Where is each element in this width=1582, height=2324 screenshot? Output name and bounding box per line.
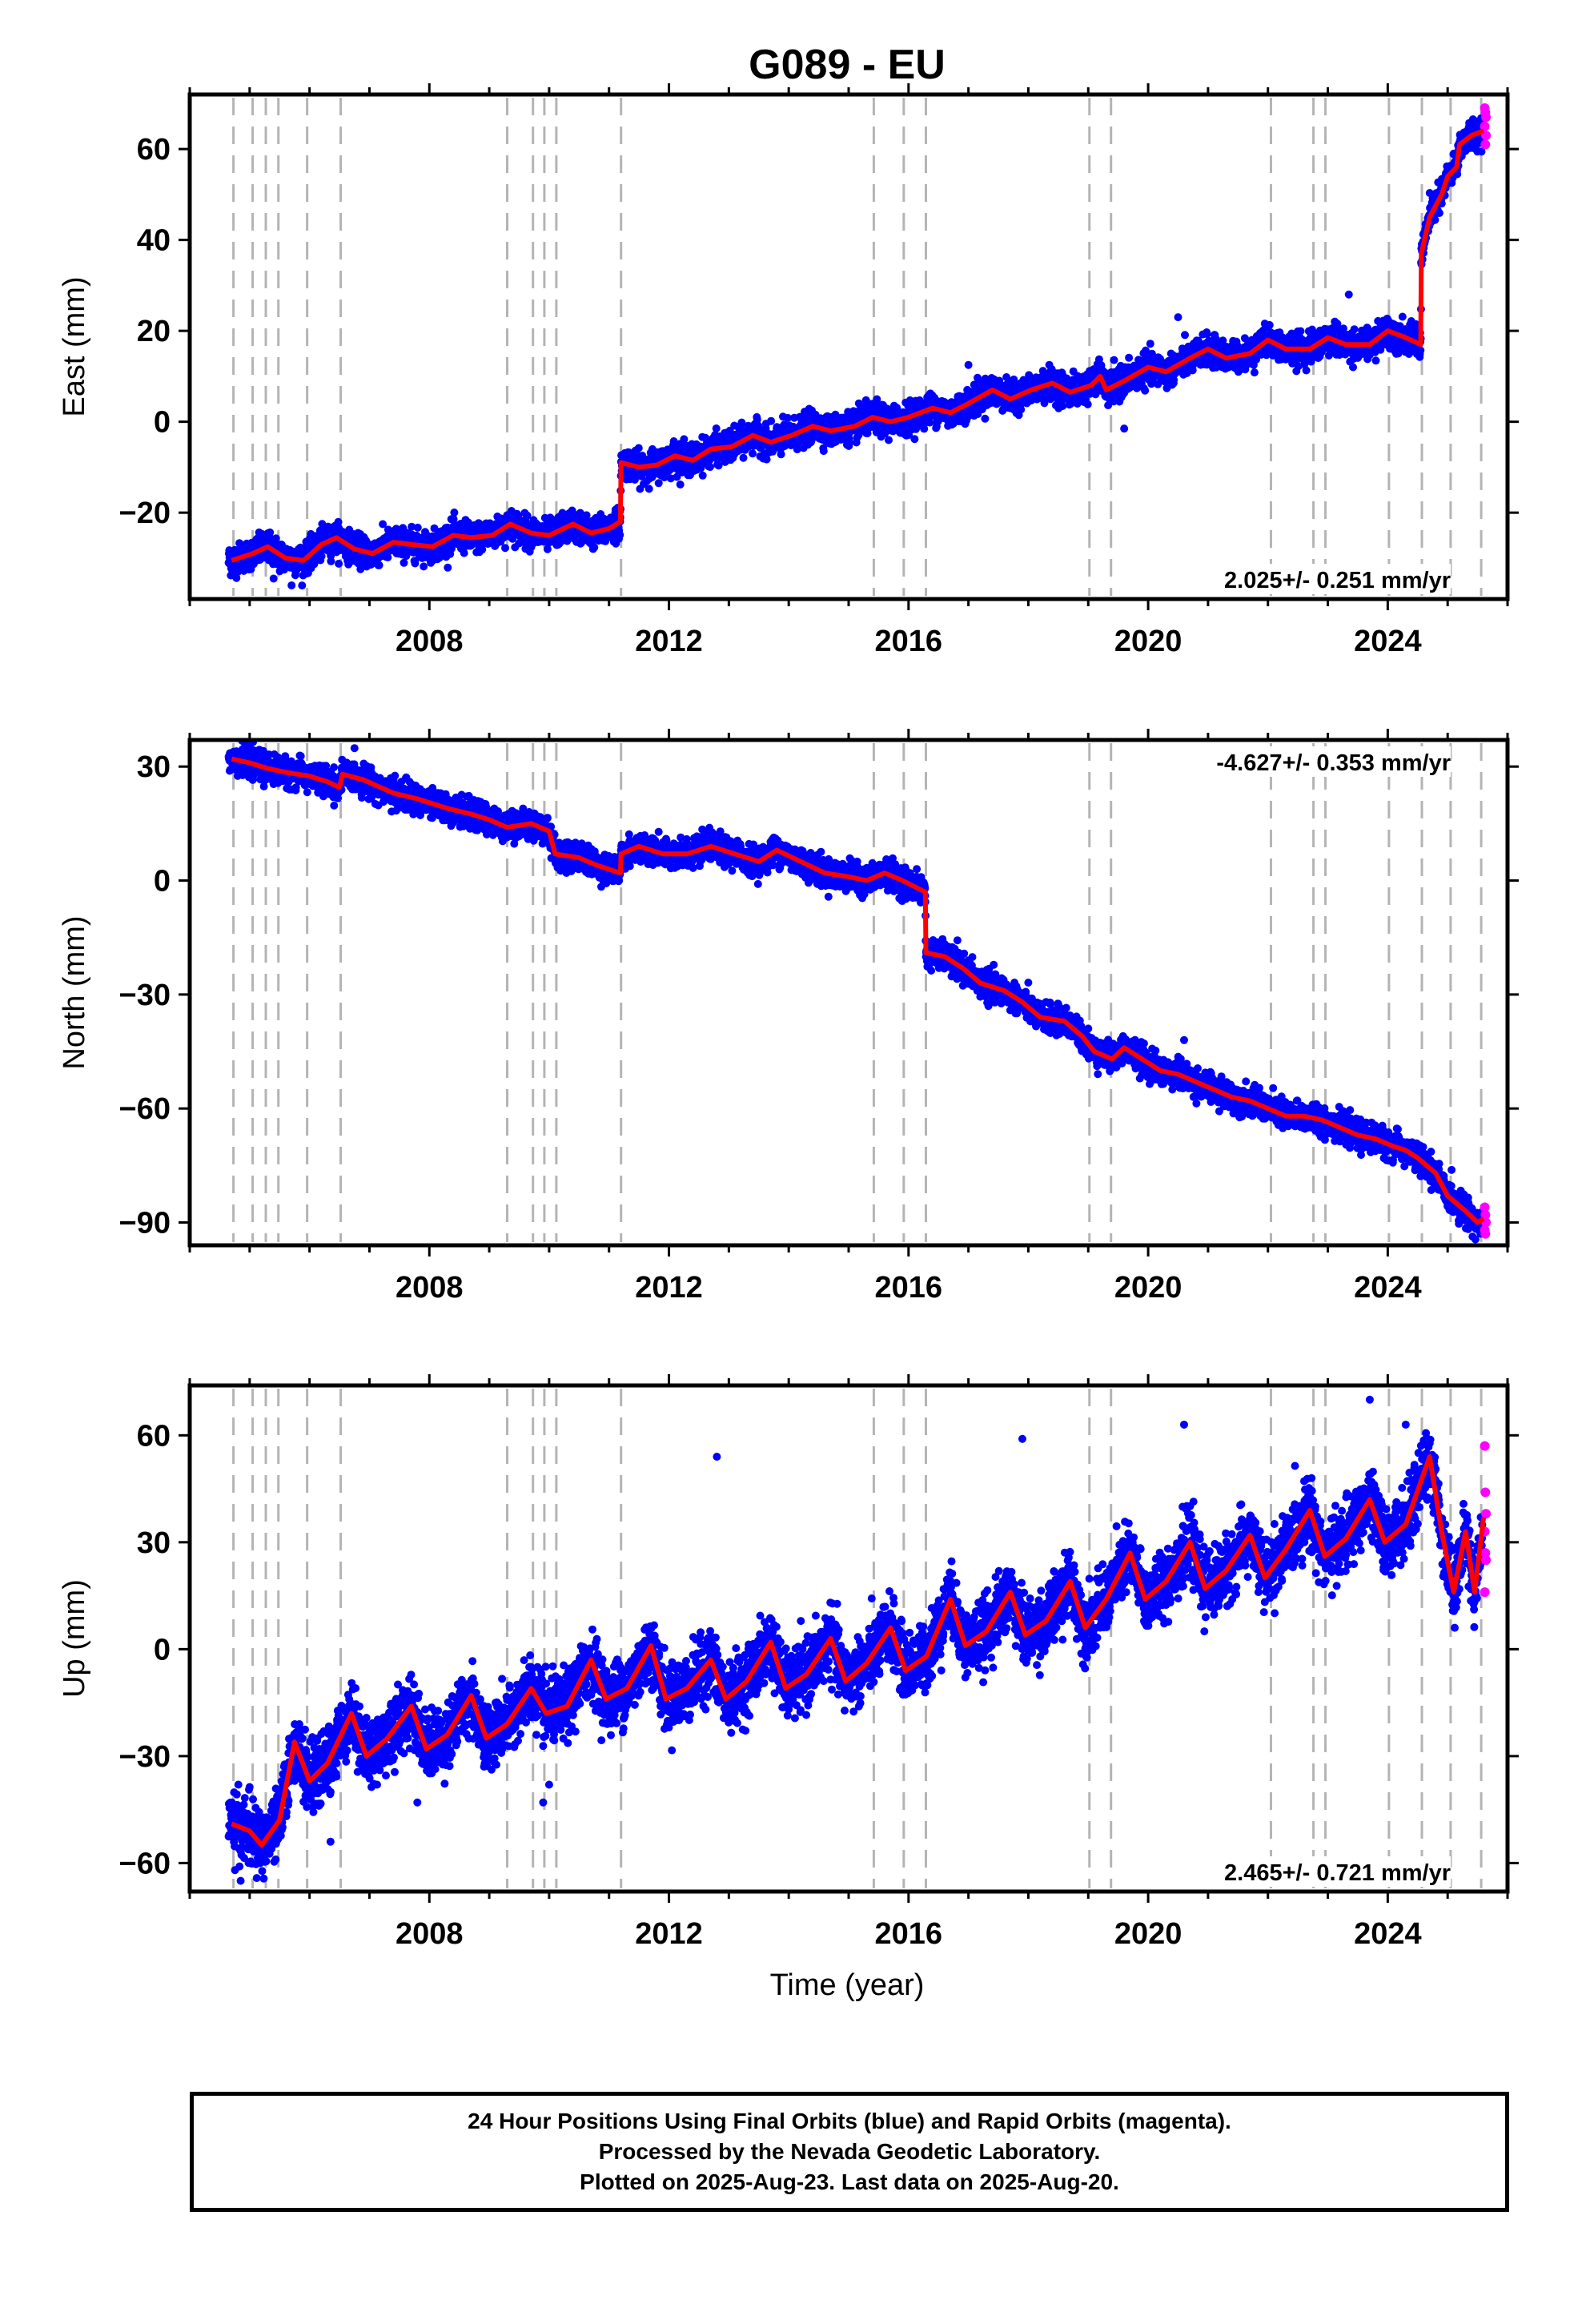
east-final-orbit-point bbox=[449, 515, 458, 524]
east-final-orbit-point bbox=[753, 415, 761, 424]
east-final-orbit-point bbox=[737, 418, 746, 427]
east-final-orbit-point bbox=[383, 553, 392, 561]
east-final-orbit-point bbox=[680, 435, 689, 444]
east-final-orbit-point bbox=[777, 450, 785, 459]
east-final-orbit-point bbox=[327, 557, 335, 565]
east-final-orbit-point bbox=[460, 549, 468, 557]
east-final-orbit-point bbox=[413, 523, 422, 532]
east-final-orbit-point bbox=[845, 439, 853, 447]
east-final-orbit-point bbox=[793, 445, 801, 454]
east-final-orbit-point bbox=[420, 562, 428, 571]
east-final-orbit-point bbox=[1058, 402, 1067, 410]
east-final-orbit-point bbox=[712, 424, 721, 432]
east-final-orbit-point bbox=[501, 544, 509, 553]
east-final-orbit-point bbox=[1250, 368, 1259, 377]
east-final-orbit-point bbox=[634, 444, 643, 452]
east-final-orbit-point bbox=[1265, 320, 1274, 329]
east-final-orbit-point bbox=[298, 581, 307, 590]
east-final-orbit-point bbox=[926, 418, 934, 427]
east-final-orbit-point bbox=[885, 436, 893, 444]
east-final-orbit-point bbox=[1203, 330, 1211, 339]
east-final-orbit-point bbox=[444, 563, 452, 572]
east-final-orbit-point bbox=[400, 558, 408, 567]
east-final-orbit-point bbox=[335, 559, 343, 568]
east-final-orbit-point bbox=[660, 473, 669, 482]
east-final-orbit-point bbox=[232, 573, 241, 582]
east-final-orbit-point bbox=[784, 413, 792, 422]
east-final-orbit-point bbox=[762, 455, 771, 464]
east-final-orbit-point bbox=[375, 561, 383, 569]
east-final-orbit-point bbox=[450, 509, 459, 517]
east-final-orbit-point bbox=[1083, 400, 1092, 408]
east-final-orbit-point bbox=[266, 528, 275, 537]
east-final-orbit-point bbox=[317, 552, 326, 561]
chart-title: G089 - EU bbox=[749, 42, 946, 88]
east-final-orbit-point bbox=[379, 520, 387, 529]
east-final-orbit-point bbox=[543, 545, 552, 553]
east-final-orbit-points bbox=[224, 114, 1487, 590]
east-final-orbit-point bbox=[448, 545, 456, 553]
east-final-orbit-point bbox=[523, 511, 532, 520]
east-final-orbit-point bbox=[1181, 331, 1189, 340]
east-final-orbit-point bbox=[767, 416, 776, 425]
east-final-orbit-point bbox=[478, 545, 487, 554]
east-final-orbit-point bbox=[981, 414, 990, 423]
east-final-orbit-point bbox=[408, 522, 416, 531]
east-final-orbit-point bbox=[739, 453, 748, 462]
east-final-orbit-point bbox=[705, 463, 714, 472]
east-final-orbit-point bbox=[749, 449, 757, 458]
east-final-orbit-point bbox=[910, 435, 919, 444]
east-final-orbit-point bbox=[698, 471, 707, 480]
east-final-orbit-point bbox=[582, 511, 591, 520]
east-final-orbit-point bbox=[1125, 353, 1134, 362]
east-final-orbit-point bbox=[1110, 356, 1118, 364]
east-final-orbit-point bbox=[271, 534, 280, 543]
east-final-orbit-point bbox=[819, 447, 828, 456]
east-final-orbit-point bbox=[590, 543, 599, 552]
east-final-orbit-point bbox=[616, 531, 624, 539]
east-final-orbit-point bbox=[644, 485, 653, 493]
east-final-orbit-point bbox=[654, 479, 663, 488]
east-final-orbit-point bbox=[676, 480, 685, 489]
east-final-orbit-point bbox=[411, 559, 420, 568]
east-final-orbit-point bbox=[334, 517, 343, 526]
east-final-orbit-point bbox=[1141, 386, 1150, 395]
east-final-orbit-point bbox=[714, 461, 723, 470]
east-final-orbit-point bbox=[666, 474, 675, 483]
east-final-orbit-point bbox=[508, 534, 517, 543]
east-final-orbit-point bbox=[1146, 340, 1154, 348]
